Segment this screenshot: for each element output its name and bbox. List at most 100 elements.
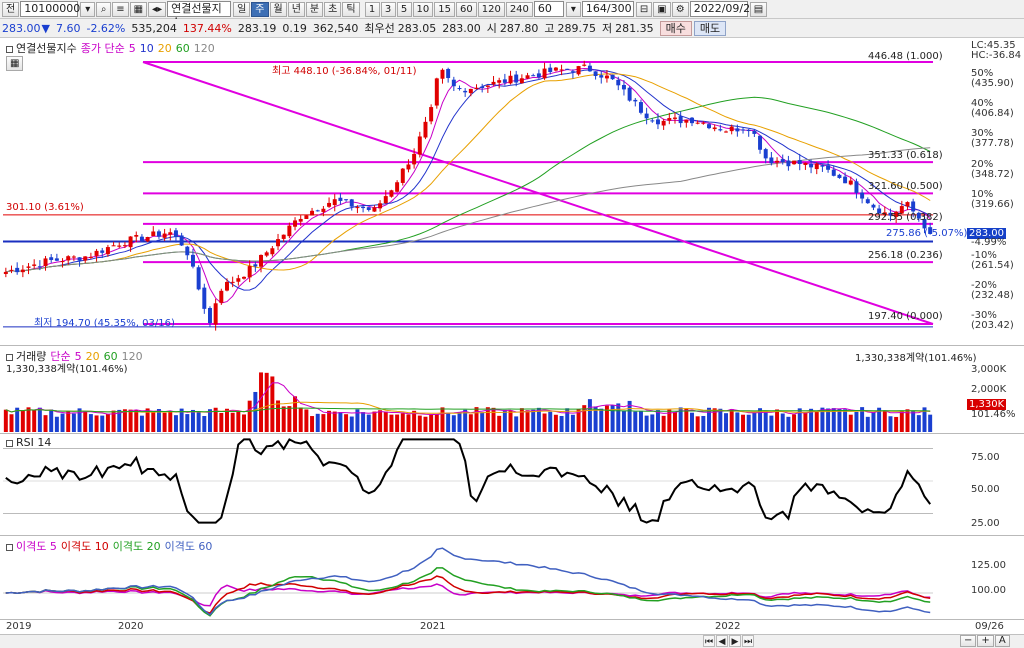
- candle-body: [179, 235, 184, 246]
- price-pane[interactable]: 연결선물지수 종가 단순 5 10 20 60 120 ▦ LC:45.35 HC:-36.…: [0, 38, 1024, 346]
- volume-bar: [276, 400, 281, 432]
- candle-body: [344, 199, 349, 201]
- candle-body: [100, 250, 105, 253]
- interval-15[interactable]: 15: [434, 1, 455, 17]
- volume-current-pct: 101.46%: [971, 409, 1016, 420]
- candle-body: [423, 121, 428, 138]
- pane-checkbox-icon[interactable]: [6, 353, 13, 361]
- x-label: 2022: [715, 621, 741, 632]
- first-icon[interactable]: ⏮: [703, 635, 715, 647]
- candle-body: [792, 160, 797, 165]
- interval-1[interactable]: 1: [364, 1, 380, 17]
- candle-body: [253, 264, 258, 267]
- candle-body: [485, 85, 490, 87]
- period-year[interactable]: 년: [287, 1, 305, 17]
- candle-body: [809, 163, 814, 168]
- disparity-10-label: 이격도 10: [60, 540, 109, 553]
- last-icon[interactable]: ⏭: [742, 635, 754, 647]
- speaker-icon[interactable]: ◂▸: [148, 1, 167, 17]
- candle-body: [871, 204, 876, 208]
- period-week[interactable]: 주: [251, 1, 269, 17]
- rsi-chart-canvas[interactable]: [3, 434, 965, 536]
- axis-tick: -10%: [971, 250, 997, 261]
- volume-bar: [633, 411, 638, 432]
- volume-bar: [253, 391, 258, 432]
- candle-body: [156, 231, 161, 237]
- candle-body: [621, 84, 626, 90]
- open-price: 287.80: [499, 21, 539, 35]
- period-day[interactable]: 일: [233, 1, 251, 17]
- period-tick[interactable]: 틱: [342, 1, 360, 17]
- buy-button[interactable]: 매수: [659, 20, 692, 36]
- date-field[interactable]: 2022/09/26: [689, 1, 757, 17]
- code-input[interactable]: 10100000: [20, 1, 80, 17]
- period-minute[interactable]: 분: [305, 1, 324, 17]
- volume-bar: [803, 412, 808, 432]
- save-icon[interactable]: ▣: [653, 1, 671, 17]
- interval-240[interactable]: 240: [505, 1, 533, 17]
- candle-body: [310, 210, 315, 216]
- nav-buttons: ⏮ ◀ ▶ ⏭: [703, 635, 755, 647]
- volume-pane[interactable]: 거래량 단순 5 20 60 120 1,330,338계약(101.46%) 1,330…: [0, 346, 1024, 434]
- volume-bar: [905, 409, 910, 432]
- sell-button[interactable]: 매도: [693, 20, 727, 36]
- candle-body: [570, 71, 575, 73]
- volume-bar: [616, 403, 621, 432]
- period-second[interactable]: 초: [324, 1, 342, 17]
- grid-toggle-icon[interactable]: ▦: [6, 56, 24, 71]
- search-icon[interactable]: ⌕: [96, 1, 112, 17]
- lock-icon[interactable]: ⊟: [635, 1, 653, 17]
- interval-3[interactable]: 3: [380, 1, 396, 17]
- calendar-icon[interactable]: ▤: [749, 1, 768, 17]
- pane-checkbox-icon[interactable]: [6, 45, 13, 53]
- prev-button[interactable]: 전: [2, 1, 20, 17]
- disparity-chart-canvas[interactable]: [3, 536, 965, 620]
- candle-body: [32, 264, 37, 266]
- list-icon[interactable]: ≡: [112, 1, 129, 17]
- gear-icon[interactable]: ⚙: [671, 1, 689, 17]
- interval-5[interactable]: 5: [396, 1, 412, 17]
- candle-body: [247, 266, 252, 278]
- zoom-in-icon[interactable]: +: [977, 635, 994, 647]
- volume-bar: [20, 410, 25, 432]
- auto-scale-icon[interactable]: A: [994, 635, 1010, 647]
- period-month[interactable]: 월: [269, 1, 287, 17]
- interval-10[interactable]: 10: [412, 1, 434, 17]
- volume-bar: [672, 412, 677, 432]
- candle-body: [49, 257, 54, 260]
- volume-bar: [797, 408, 802, 432]
- count-field[interactable]: 164/300: [581, 1, 634, 17]
- candle-body: [213, 303, 218, 325]
- interval-120[interactable]: 120: [477, 1, 505, 17]
- candle-body: [780, 159, 785, 163]
- price-chart-canvas[interactable]: [3, 38, 965, 346]
- pane-checkbox-icon[interactable]: [6, 439, 13, 447]
- volume-bar: [264, 372, 269, 432]
- rsi-pane[interactable]: RSI 14 75.00 50.00 25.00: [0, 434, 1024, 536]
- candle-body: [259, 254, 264, 267]
- volume-bar: [71, 413, 76, 432]
- product-name-field[interactable]: 연결선물지수: [167, 1, 232, 29]
- grid-icon[interactable]: ▦: [129, 1, 148, 17]
- prev-icon[interactable]: ◀: [716, 635, 728, 647]
- next-icon[interactable]: ▶: [729, 635, 741, 647]
- disparity-pane[interactable]: 이격도 5 이격도 10 이격도 20 이격도 60 125.00 100.00: [0, 536, 1024, 620]
- zoom-out-icon[interactable]: −: [960, 635, 977, 647]
- candle-body: [502, 79, 507, 83]
- interval-60[interactable]: 60: [455, 1, 477, 17]
- volume-bar: [565, 408, 570, 432]
- pane-checkbox-icon[interactable]: [6, 543, 13, 551]
- volume-bar: [911, 410, 916, 432]
- scroll-bar[interactable]: [0, 634, 1024, 648]
- volume-bar: [128, 409, 133, 432]
- open-label: 시: [486, 22, 497, 35]
- candle-body: [752, 130, 757, 134]
- interval-dropdown-icon[interactable]: ▾: [565, 1, 581, 17]
- candle-body: [202, 287, 207, 309]
- interval-input[interactable]: 60: [533, 1, 564, 17]
- disparity-line: [5, 575, 931, 615]
- candle-body: [71, 256, 76, 258]
- volume-chart-canvas[interactable]: [3, 346, 965, 434]
- vol-ma-120: 120: [121, 350, 143, 363]
- dropdown-icon[interactable]: ▾: [80, 1, 96, 17]
